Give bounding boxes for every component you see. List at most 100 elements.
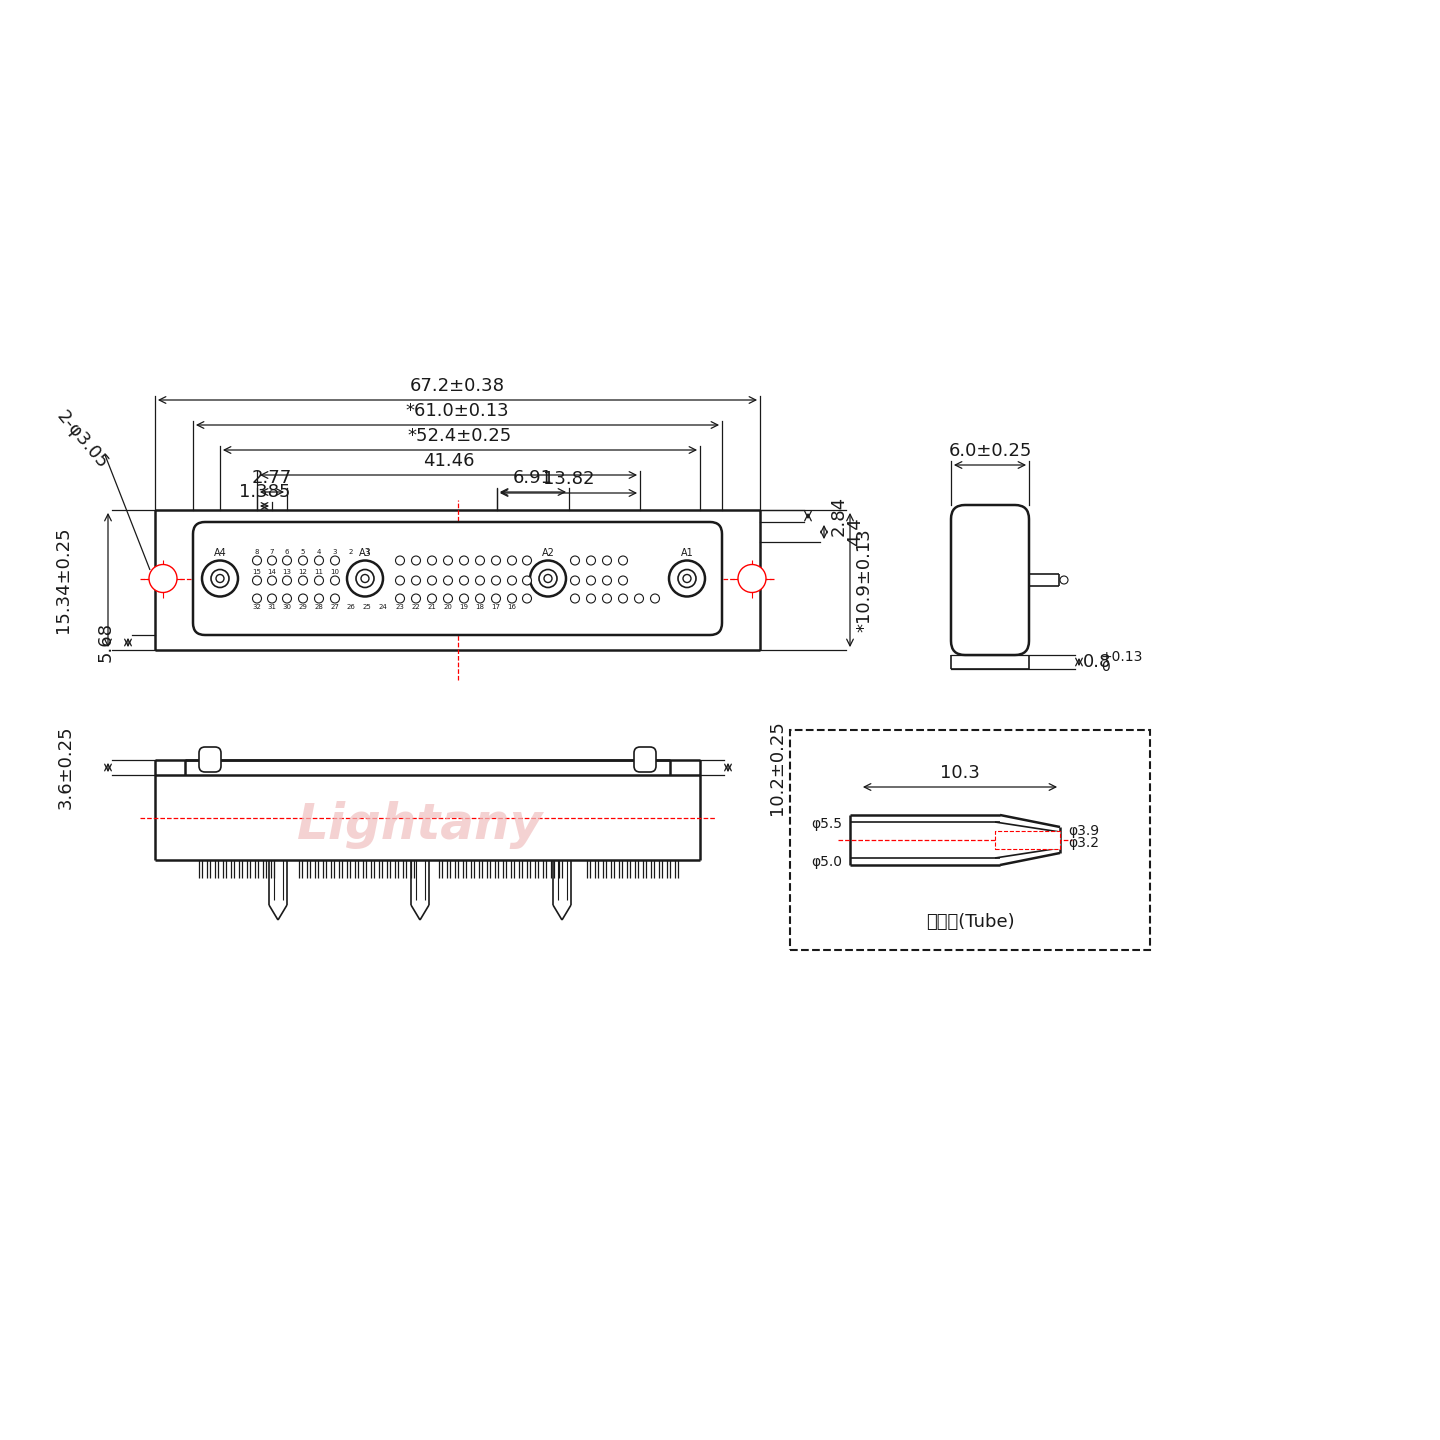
Circle shape xyxy=(412,576,420,585)
Circle shape xyxy=(602,593,612,603)
FancyBboxPatch shape xyxy=(950,505,1030,655)
Text: φ5.5: φ5.5 xyxy=(811,816,842,831)
Text: 67.2±0.38: 67.2±0.38 xyxy=(410,377,505,395)
Text: 0: 0 xyxy=(1102,660,1110,674)
Circle shape xyxy=(298,556,308,564)
Text: 15.34±0.25: 15.34±0.25 xyxy=(55,527,72,634)
Circle shape xyxy=(252,576,262,585)
Text: 30: 30 xyxy=(282,603,291,611)
Circle shape xyxy=(428,593,436,603)
Bar xyxy=(791,730,1151,950)
Text: 20: 20 xyxy=(444,603,452,611)
Text: 2.77: 2.77 xyxy=(252,469,292,487)
Text: 13.82: 13.82 xyxy=(543,469,595,488)
Text: 2.84: 2.84 xyxy=(829,495,848,536)
Circle shape xyxy=(570,556,579,564)
Text: 4.4: 4.4 xyxy=(847,517,864,546)
Circle shape xyxy=(1060,576,1068,585)
Circle shape xyxy=(570,593,579,603)
Text: 7: 7 xyxy=(269,549,274,554)
Circle shape xyxy=(347,560,383,596)
Circle shape xyxy=(428,576,436,585)
Circle shape xyxy=(444,556,452,564)
Circle shape xyxy=(252,593,262,603)
Circle shape xyxy=(314,576,324,585)
Circle shape xyxy=(459,576,468,585)
Text: 25: 25 xyxy=(363,603,372,611)
Text: 22: 22 xyxy=(412,603,420,611)
Circle shape xyxy=(412,593,420,603)
Circle shape xyxy=(475,593,484,603)
Text: 14: 14 xyxy=(268,569,276,575)
Text: 10: 10 xyxy=(331,569,340,575)
Circle shape xyxy=(586,593,596,603)
Circle shape xyxy=(651,593,660,603)
Circle shape xyxy=(428,556,436,564)
Circle shape xyxy=(619,556,628,564)
FancyBboxPatch shape xyxy=(634,747,657,772)
Circle shape xyxy=(530,560,566,596)
Circle shape xyxy=(444,576,452,585)
Circle shape xyxy=(619,593,628,603)
Circle shape xyxy=(356,569,374,588)
Circle shape xyxy=(523,593,531,603)
Circle shape xyxy=(202,560,238,596)
Circle shape xyxy=(396,593,405,603)
Circle shape xyxy=(523,576,531,585)
Circle shape xyxy=(683,575,691,583)
Text: 11: 11 xyxy=(314,569,324,575)
Text: 28: 28 xyxy=(314,603,324,611)
Text: *61.0±0.13: *61.0±0.13 xyxy=(406,402,510,420)
Circle shape xyxy=(212,569,229,588)
Text: 24: 24 xyxy=(379,603,387,611)
Circle shape xyxy=(507,556,517,564)
Bar xyxy=(995,831,1060,850)
Text: 27: 27 xyxy=(331,603,340,611)
Text: 3.6±0.25: 3.6±0.25 xyxy=(58,726,75,809)
Text: 21: 21 xyxy=(428,603,436,611)
Circle shape xyxy=(739,564,766,592)
Circle shape xyxy=(670,560,706,596)
Text: A2: A2 xyxy=(541,547,554,557)
Text: 8: 8 xyxy=(255,549,259,554)
Text: 4: 4 xyxy=(317,549,321,554)
Circle shape xyxy=(396,576,405,585)
Text: 10.3: 10.3 xyxy=(940,765,981,782)
Circle shape xyxy=(298,576,308,585)
Circle shape xyxy=(331,556,340,564)
Text: 5.68: 5.68 xyxy=(96,622,115,662)
Circle shape xyxy=(252,556,262,564)
Text: 2: 2 xyxy=(348,549,353,554)
Circle shape xyxy=(475,576,484,585)
Circle shape xyxy=(602,556,612,564)
Circle shape xyxy=(444,593,452,603)
Circle shape xyxy=(268,576,276,585)
Circle shape xyxy=(635,593,644,603)
Circle shape xyxy=(507,593,517,603)
Circle shape xyxy=(298,593,308,603)
Circle shape xyxy=(544,575,552,583)
Circle shape xyxy=(412,556,420,564)
Text: 0.8: 0.8 xyxy=(1083,652,1112,671)
Circle shape xyxy=(314,593,324,603)
Circle shape xyxy=(282,556,291,564)
Text: 31: 31 xyxy=(268,603,276,611)
Text: A1: A1 xyxy=(681,547,694,557)
Text: 41.46: 41.46 xyxy=(423,452,474,469)
Text: Lightany: Lightany xyxy=(297,801,543,850)
Text: 2-φ3.05: 2-φ3.05 xyxy=(53,408,111,472)
Text: φ3.9: φ3.9 xyxy=(1068,824,1099,838)
Circle shape xyxy=(314,556,324,564)
Circle shape xyxy=(282,593,291,603)
Text: φ5.0: φ5.0 xyxy=(811,855,842,868)
Text: 23: 23 xyxy=(396,603,405,611)
Text: 6.91: 6.91 xyxy=(513,469,553,487)
Text: 15: 15 xyxy=(252,569,262,575)
Text: 13: 13 xyxy=(282,569,291,575)
Circle shape xyxy=(586,556,596,564)
Circle shape xyxy=(619,576,628,585)
Circle shape xyxy=(539,569,557,588)
Circle shape xyxy=(602,576,612,585)
Text: 17: 17 xyxy=(491,603,501,611)
Circle shape xyxy=(331,576,340,585)
